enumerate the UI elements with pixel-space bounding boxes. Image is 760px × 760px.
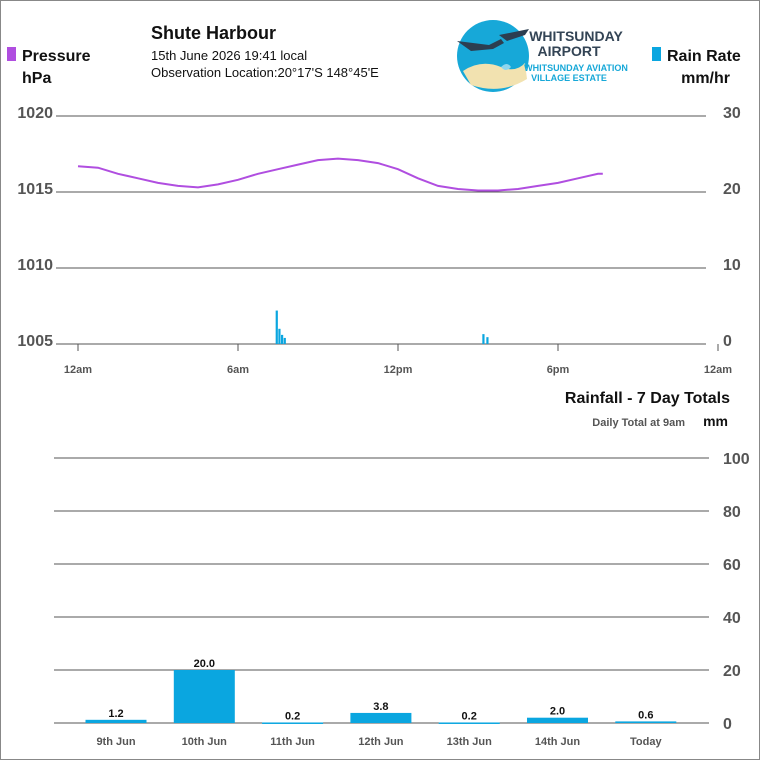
logo-helicopter-icon <box>457 39 504 51</box>
rainfall-tick-label: 80 <box>723 504 741 521</box>
rainfall-value-label: 0.2 <box>285 710 300 722</box>
logo-text-village: VILLAGE ESTATE <box>531 73 607 83</box>
rainfall-bar <box>438 722 500 724</box>
rainfall-value-label: 0.2 <box>462 710 477 722</box>
x-tick-label: 12am <box>704 364 732 376</box>
pressure-tick-label: 1020 <box>17 105 53 122</box>
pressure-series-line <box>77 157 603 192</box>
rainfall-category-label: 11th Jun <box>270 736 315 748</box>
pressure-unit-label: hPa <box>22 70 51 87</box>
rainfall-bar <box>262 722 324 724</box>
x-tick-label: 12pm <box>384 364 413 376</box>
logo-text-whitsunday: WHITSUNDAY <box>529 28 623 44</box>
rain-rate-bar <box>283 337 286 344</box>
rainfall-category-label: Today <box>630 736 662 748</box>
observation-location: Observation Location:20°17'S 148°45'E <box>151 65 379 80</box>
rainfall-bar <box>350 712 412 723</box>
pressure-rain-rate-chart: 1020 1015 1010 1005 30 20 10 0 12am 6am 12pm 6pm 12a… <box>17 105 740 376</box>
rain-rate-legend-swatch <box>652 47 661 61</box>
rainfall-bar <box>85 719 147 723</box>
station-title: Shute Harbour <box>151 23 276 43</box>
rainfall-bar <box>615 721 677 723</box>
rainfall-tick-label: 100 <box>723 451 750 468</box>
logo-beach-icon <box>463 63 527 89</box>
x-tick-label: 12am <box>64 364 92 376</box>
rain-rate-bar <box>482 334 485 344</box>
logo-airplane-icon <box>499 29 529 41</box>
rain-rate-tick-label: 0 <box>723 333 732 350</box>
rainfall-chart-subtitle: Daily Total at 9am <box>592 417 685 429</box>
rain-rate-tick-label: 30 <box>723 105 741 122</box>
rainfall-category-label: 9th Jun <box>96 736 135 748</box>
rain-rate-bar <box>486 337 489 344</box>
logo-text-aviation: WHITSUNDAY AVIATION <box>524 63 628 73</box>
rain-rate-legend-label: Rain Rate <box>667 48 741 65</box>
rainfall-7day-chart: 100 80 60 40 20 0 1.2 9th Jun 20.0 10th Jun 0.2 11t… <box>54 451 750 748</box>
logo-heart-reef-icon <box>501 64 511 70</box>
rainfall-bar <box>173 670 235 723</box>
rainfall-tick-label: 40 <box>723 610 741 627</box>
rainfall-value-label: 0.6 <box>638 709 653 721</box>
rainfall-category-label: 10th Jun <box>182 736 228 748</box>
rainfall-value-label: 2.0 <box>550 706 565 718</box>
pressure-legend-swatch <box>7 47 16 61</box>
observation-datetime: 15th June 2026 19:41 local <box>151 48 307 63</box>
rain-rate-bar <box>275 310 278 344</box>
rainfall-tick-label: 20 <box>723 663 741 680</box>
rainfall-value-label: 1.2 <box>108 708 123 720</box>
rainfall-value-label: 20.0 <box>194 658 215 670</box>
rain-rate-unit-label: mm/hr <box>681 70 730 87</box>
rain-rate-tick-label: 10 <box>723 257 741 274</box>
rainfall-value-label: 3.8 <box>373 701 388 713</box>
rainfall-category-label: 14th Jun <box>535 736 581 748</box>
rainfall-category-label: 13th Jun <box>447 736 493 748</box>
rain-rate-bar <box>281 334 284 344</box>
pressure-tick-label: 1015 <box>17 181 53 198</box>
rainfall-unit-label: mm <box>703 413 728 429</box>
whitsunday-airport-logo: WHITSUNDAY AIRPORT WHITSUNDAY AVIATION V… <box>457 20 628 92</box>
pressure-tick-label: 1005 <box>17 333 53 350</box>
rainfall-category-label: 12th Jun <box>358 736 404 748</box>
rainfall-bar <box>527 717 588 723</box>
rainfall-chart-title: Rainfall - 7 Day Totals <box>565 390 730 407</box>
pressure-legend-label: Pressure <box>22 48 91 65</box>
pressure-tick-label: 1010 <box>17 257 53 274</box>
logo-text-airport: AIRPORT <box>538 43 601 59</box>
rainfall-tick-label: 0 <box>723 716 732 733</box>
rainfall-tick-label: 60 <box>723 557 741 574</box>
x-tick-label: 6pm <box>547 364 570 376</box>
rain-rate-bar <box>278 328 281 344</box>
x-tick-label: 6am <box>227 364 249 376</box>
rain-rate-tick-label: 20 <box>723 181 741 198</box>
